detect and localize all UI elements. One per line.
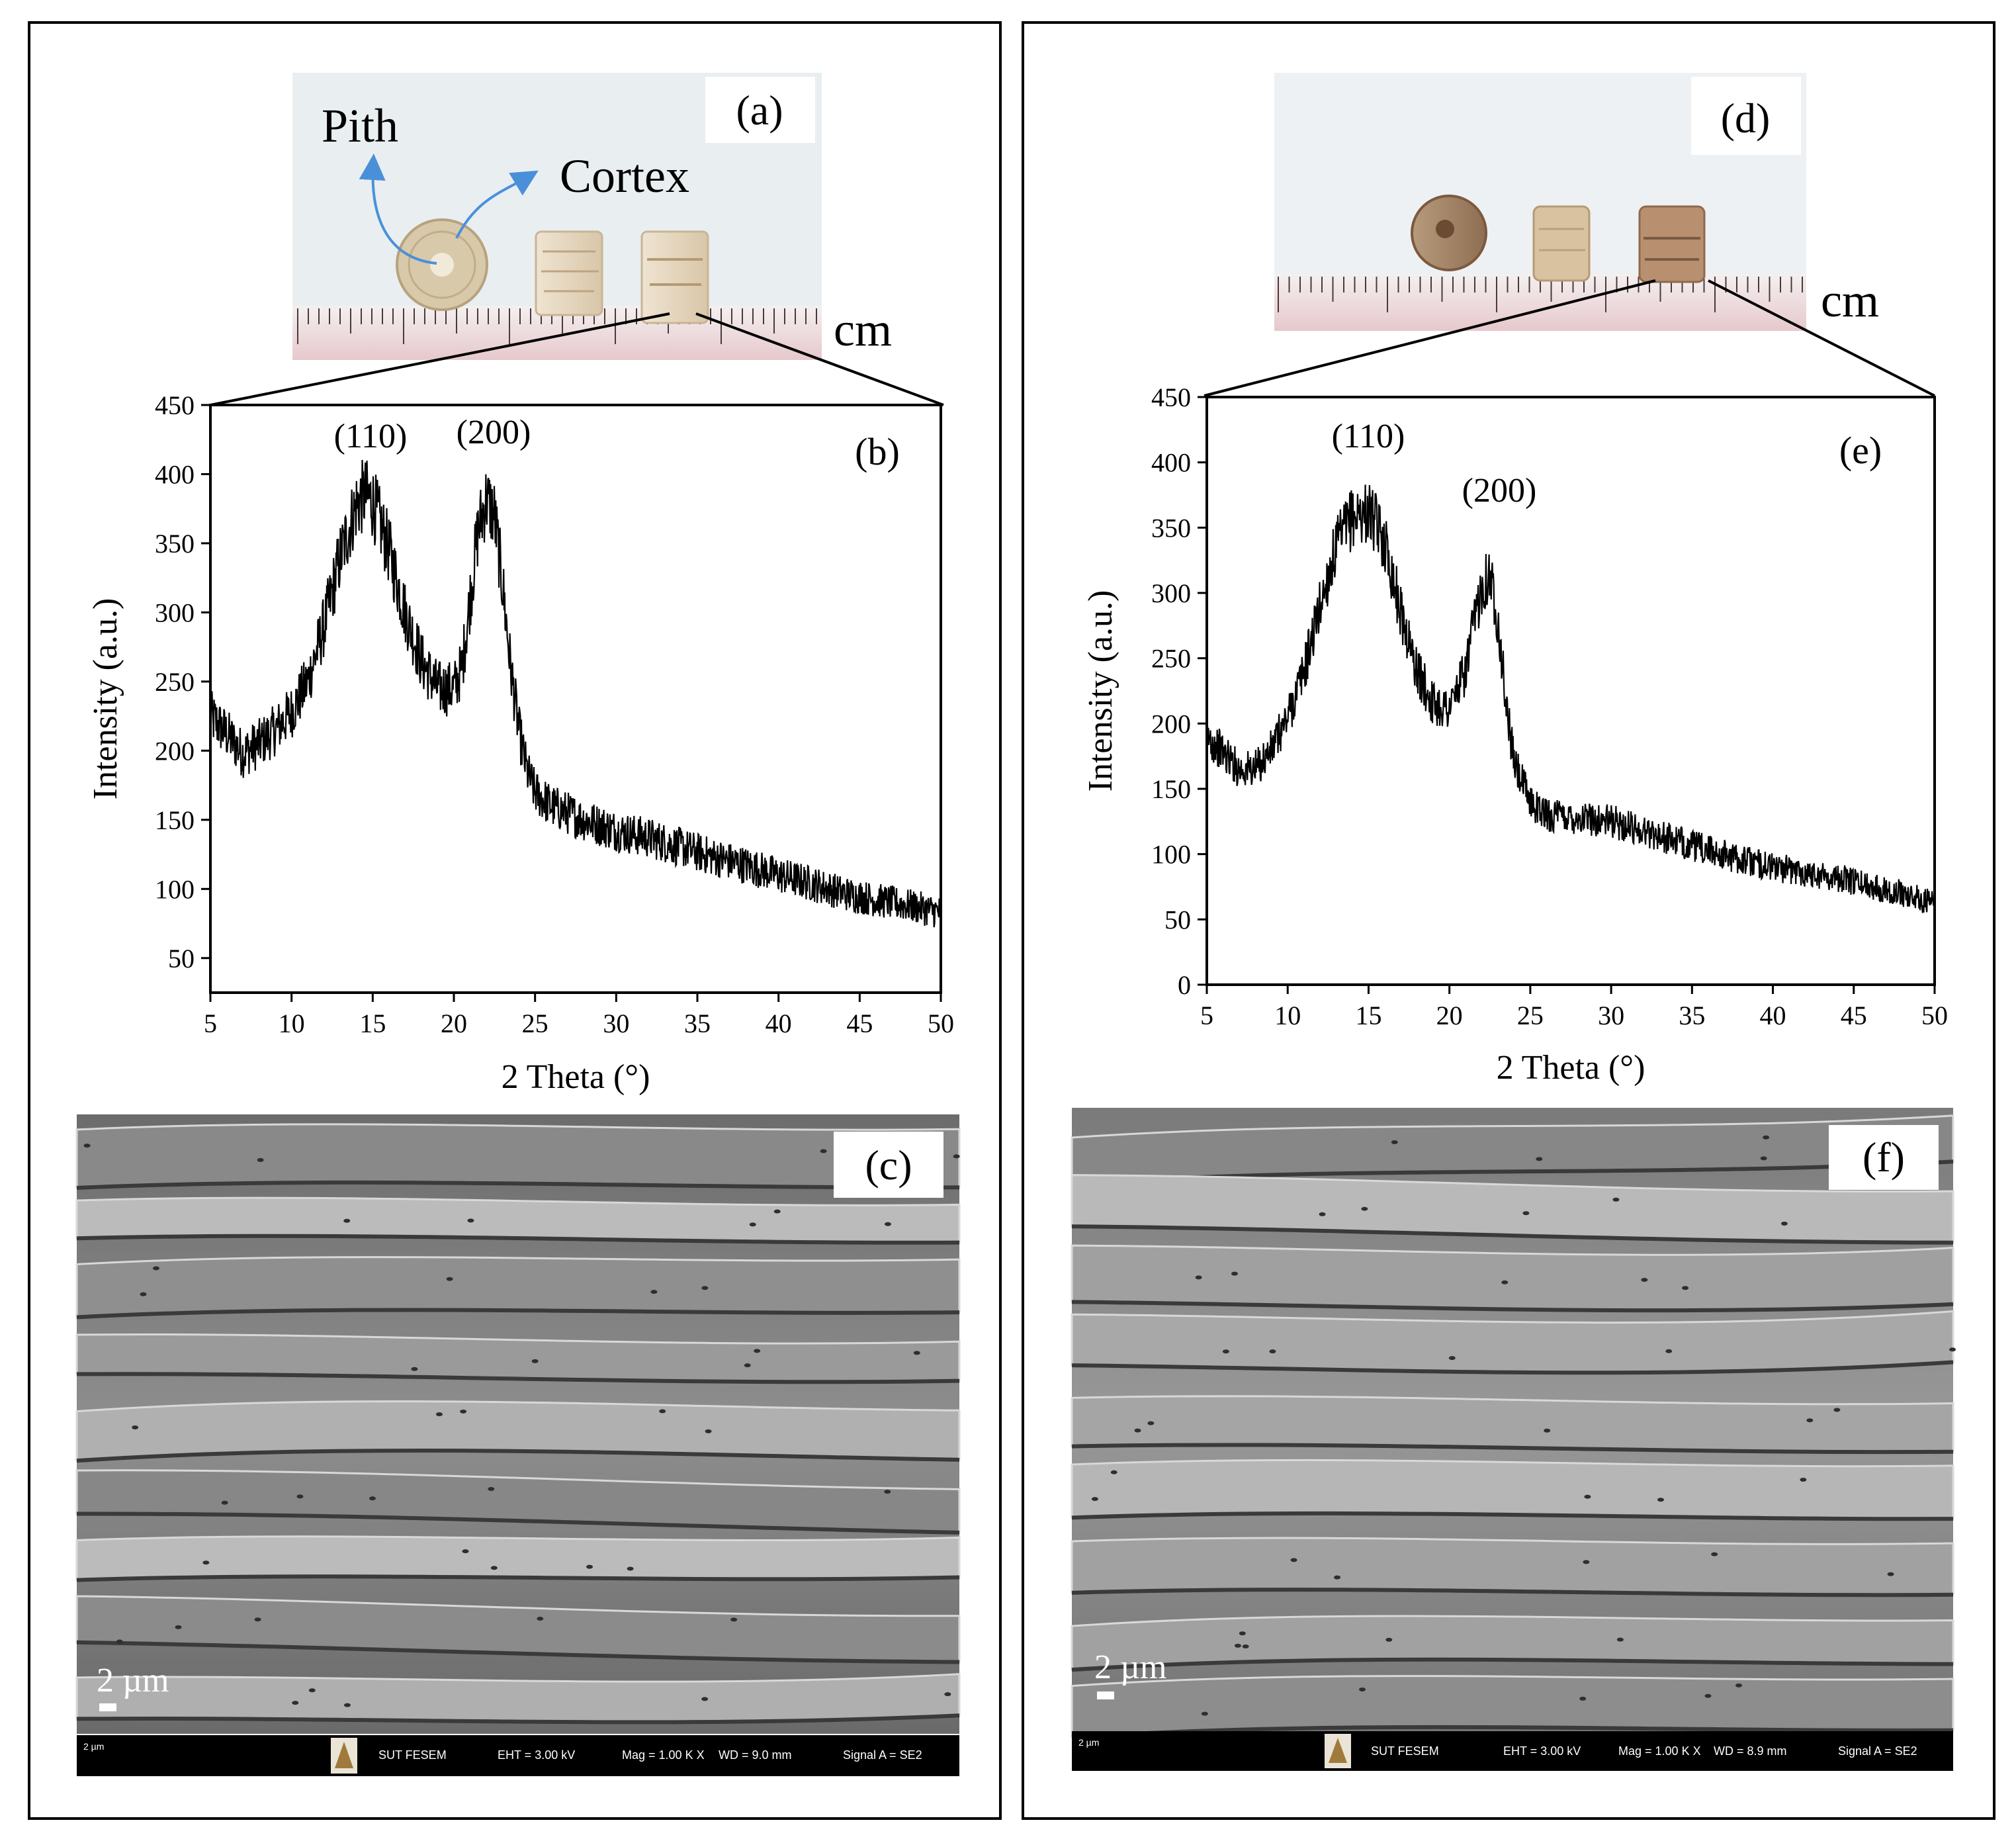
chart-e-xtick-label: 30 [1598,1001,1624,1030]
cortex-label: Cortex [560,150,689,202]
chart-e-xtick-label: 15 [1355,1001,1381,1030]
sem-c-info-bar: 2 µm SUT FESEM EHT = 3.00 kV Mag = 1.00 … [77,1735,959,1776]
chart-e-xlabel: 2 Theta (°) [1497,1049,1645,1087]
svg-text:WD = 8.9 mm: WD = 8.9 mm [1714,1744,1787,1758]
cortex-sample-d2 [1640,206,1704,282]
panel-a-letter: (a) [736,87,783,134]
chart-b-xtick-label: 45 [846,1009,873,1038]
svg-text:Mag = 1.00 K X: Mag = 1.00 K X [1618,1744,1701,1758]
chart-e-ytick-label: 400 [1151,448,1191,478]
photo-a: Pith Cortex (a) [292,73,822,360]
chart-e-xtick-label: 10 [1274,1001,1301,1030]
chart-e-ytick-label: 350 [1151,513,1191,543]
chart-b-ytick-label: 350 [155,529,195,559]
chart-b-xtick-label: 15 [359,1009,386,1038]
sem-c-scale-label: 2 µm [97,1662,169,1699]
chart-e-trace [1207,484,1935,913]
chart-b-xlabel: 2 Theta (°) [502,1058,650,1096]
chart-b-xtick-label: 35 [684,1009,711,1038]
chart-b-ylabel: Intensity (a.u.) [87,598,124,800]
chart-e-ylabel: Intensity (a.u.) [1082,590,1119,792]
cortex-sample-a2 [642,232,708,323]
chart-b-xtick-label: 50 [928,1009,954,1038]
chart-b-xtick-label: 30 [603,1009,629,1038]
chart-b-ytick-label: 50 [168,944,195,973]
svg-text:WD = 9.0 mm: WD = 9.0 mm [719,1748,792,1762]
chart-e-xtick-label: 50 [1921,1001,1948,1030]
svg-text:2 µm: 2 µm [1078,1737,1099,1748]
chart-b-xtick-label: 20 [441,1009,467,1038]
photo-d: (d) [1274,73,1806,331]
svg-text:EHT = 3.00 kV: EHT = 3.00 kV [1503,1744,1581,1758]
chart-e-xtick-label: 25 [1517,1001,1544,1030]
pith-label: Pith [322,99,398,152]
panel-f-letter: (f) [1863,1134,1905,1181]
chart-e-ytick-label: 300 [1151,578,1191,608]
chart-b-ytick-label: 200 [155,736,195,766]
chart-e-ytick-label: 0 [1178,970,1191,1000]
chart-e-panel-letter: (e) [1839,429,1882,472]
chart-e-xtick-label: 35 [1679,1001,1705,1030]
pith-sample-a [397,220,487,310]
chart-b-peak-110: (110) [334,418,408,455]
chart-b-xtick-label: 10 [279,1009,305,1038]
panel-c-letter: (c) [865,1142,912,1189]
chart-b-axes: 5 10 15 20 25 30 35 40 45 50 50 100 150 200 250 300 350 4… [155,390,954,1038]
panel-d-letter: (d) [1721,95,1771,142]
svg-text:Mag = 1.00 K X: Mag = 1.00 K X [622,1748,705,1762]
svg-text:SUT FESEM: SUT FESEM [378,1748,447,1762]
chart-e-peak-110: (110) [1332,418,1405,455]
chart-b-ytick-label: 250 [155,667,195,697]
cortex-sample-a1 [536,232,602,315]
chart-e-peak-200: (200) [1462,472,1537,510]
svg-text:2 µm: 2 µm [83,1741,104,1752]
chart-e-ytick-label: 450 [1151,382,1191,412]
chart-e-xtick-label: 45 [1841,1001,1867,1030]
chart-b-peak-200: (200) [457,414,531,451]
chart-e: 5 10 15 20 25 30 35 40 45 50 0 50 100 150 200 250 300 350… [1082,382,1948,1087]
chart-b-ytick-label: 450 [155,390,195,420]
chart-e-ytick-label: 200 [1151,709,1191,739]
chart-b: 5 10 15 20 25 30 35 40 45 50 50 100 150 200 250 300 350 4… [87,390,954,1096]
chart-b-xtick-label: 25 [522,1009,548,1038]
svg-text:Signal A = SE2: Signal A = SE2 [843,1748,922,1762]
sem-f-scale-label: 2 µm [1094,1648,1166,1686]
chart-b-xtick-label: 40 [766,1009,792,1038]
sem-c-scale-bar [99,1703,116,1711]
chart-b-ytick-label: 150 [155,805,195,835]
chart-b-ytick-label: 300 [155,598,195,627]
cortex-sample-d1 [1534,206,1589,281]
cm-label-d: cm [1821,274,1879,327]
svg-text:Signal A = SE2: Signal A = SE2 [1838,1744,1917,1758]
chart-b-xtick-label: 5 [204,1009,217,1038]
sem-image-c: 2 µm (c) 2 µm SUT FESEM EHT = 3.00 kV Ma… [77,1114,960,1776]
chart-e-ytick-label: 50 [1164,905,1191,934]
chart-e-ytick-label: 150 [1151,774,1191,804]
sem-image-f: 2 µm (f) 2 µm SUT FESEM EHT = 3.00 kV Ma… [1072,1108,1956,1771]
chart-e-axes: 5 10 15 20 25 30 35 40 45 50 0 50 100 150 200 250 300 350… [1151,382,1948,1030]
chart-e-ytick-label: 250 [1151,644,1191,674]
sem-f-scale-bar [1097,1691,1114,1699]
svg-text:EHT = 3.00 kV: EHT = 3.00 kV [498,1748,575,1762]
sem-f-info-bar: 2 µm SUT FESEM EHT = 3.00 kV Mag = 1.00 … [1072,1731,1953,1771]
chart-b-ytick-label: 100 [155,874,195,904]
svg-text:SUT FESEM: SUT FESEM [1371,1744,1439,1758]
chart-e-ytick-label: 100 [1151,840,1191,870]
cm-label-a: cm [834,303,892,356]
chart-e-xtick-label: 20 [1436,1001,1463,1030]
chart-e-xtick-label: 40 [1760,1001,1786,1030]
chart-e-xtick-label: 5 [1200,1001,1213,1030]
pith-sample-d [1412,196,1486,270]
chart-b-ytick-label: 400 [155,459,195,489]
chart-b-panel-letter: (b) [855,430,900,473]
chart-b-trace [210,460,941,927]
